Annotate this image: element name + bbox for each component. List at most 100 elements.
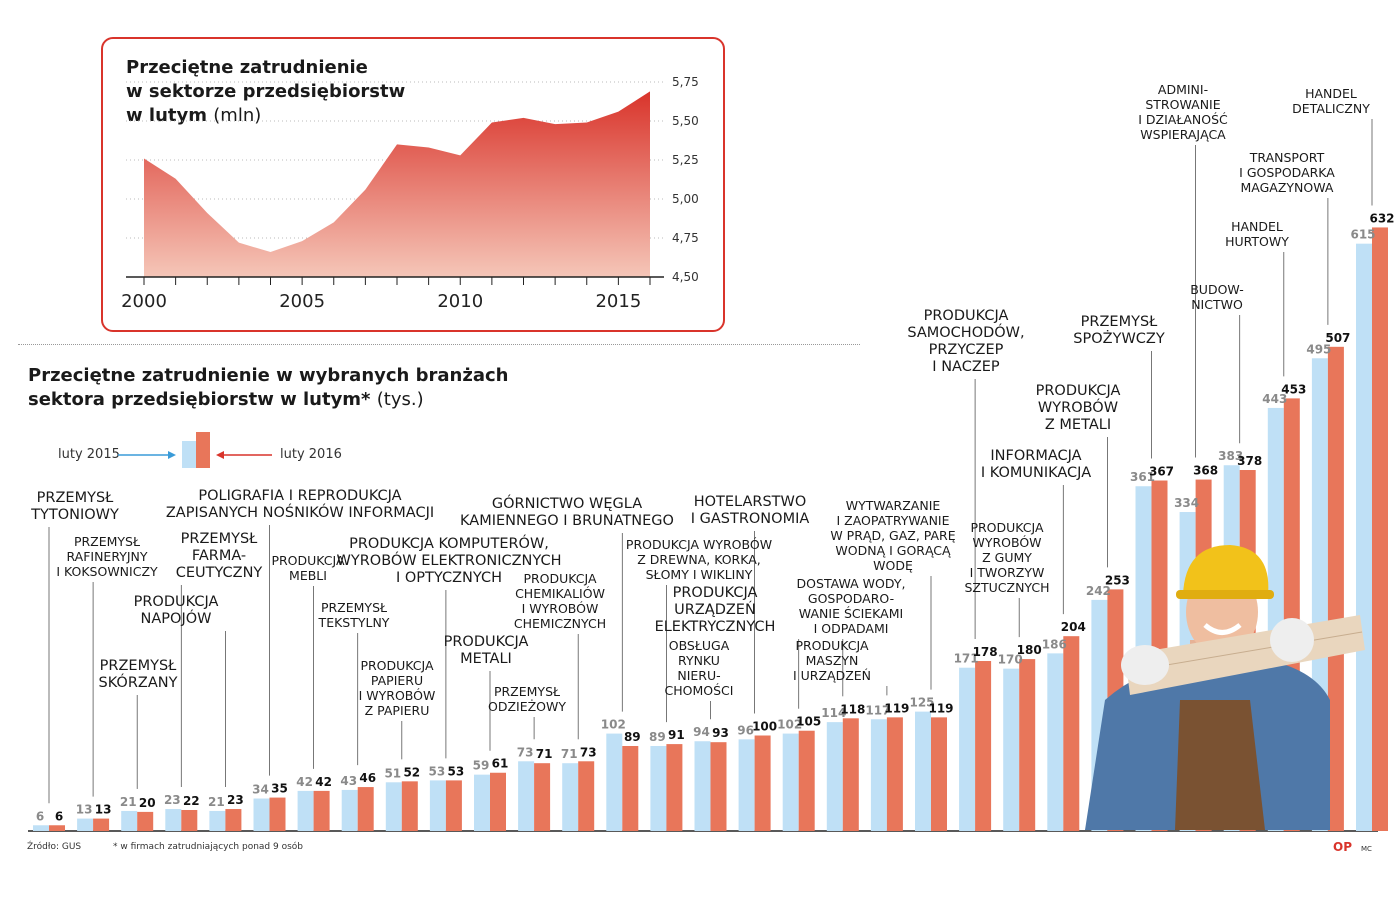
bar-2015 bbox=[915, 711, 931, 831]
bar-2016 bbox=[49, 825, 65, 831]
bar-2015 bbox=[518, 761, 535, 831]
data-label-2015: 53 bbox=[429, 764, 446, 778]
bar-2015 bbox=[33, 825, 49, 831]
author-initials: MC bbox=[1361, 845, 1372, 853]
category-label-line: PAPIERU bbox=[370, 673, 424, 688]
bar-2016 bbox=[931, 717, 947, 831]
data-label-2016: 46 bbox=[359, 771, 376, 785]
data-label-2016: 22 bbox=[183, 794, 200, 808]
category-label: PRODUKCJA PAPIERU I WYROBÓW Z PAPIERU bbox=[359, 658, 436, 718]
category-label: PRODUKCJA SAMOCHODÓW, PRZYCZEP I NACZEP bbox=[907, 308, 1024, 376]
category-label-line: PRODUKCJA KOMPUTERÓW, bbox=[349, 536, 549, 552]
category-label-line: RYNKU bbox=[678, 653, 720, 668]
bar-2016 bbox=[313, 790, 330, 831]
bar-chart-title: Przeciętne zatrudnienie w wybranych bran… bbox=[28, 365, 509, 410]
category-label-line: SPOŻYWCZY bbox=[1073, 331, 1165, 347]
category-label: ADMINI- STROWANIE I DZIAŁANOŚĆ WSPIERAJĄCA bbox=[1138, 82, 1228, 142]
bar-2015 bbox=[474, 774, 490, 831]
category-label-line: I WYROBÓW bbox=[521, 601, 599, 616]
category-label-line: WYROBÓW bbox=[972, 535, 1042, 550]
category-label: PRODUKCJA CHEMIKALIÓW I WYROBÓW CHEMICZNYCH bbox=[514, 571, 606, 631]
data-label-2016: 453 bbox=[1281, 382, 1306, 396]
category-label-line: I TWORZYW bbox=[969, 565, 1045, 580]
category-label-line: I NACZEP bbox=[932, 359, 1000, 375]
hard-hat-icon bbox=[1183, 545, 1269, 595]
bar-2015 bbox=[694, 741, 711, 831]
data-label-2015: 42 bbox=[296, 775, 313, 789]
bar-2016 bbox=[445, 780, 462, 831]
x-tick-label: 2015 bbox=[595, 291, 641, 312]
category-label-line: I WYROBÓW bbox=[358, 688, 436, 703]
category-label-line: GOSPODARO- bbox=[807, 591, 895, 606]
y-tick-label: 4,50 bbox=[672, 270, 699, 284]
data-label-2015: 13 bbox=[76, 803, 93, 817]
category-label: TRANSPORT I GOSPODARKA MAGAZYNOWA bbox=[1239, 150, 1335, 195]
data-label-2016: 61 bbox=[492, 757, 509, 771]
category-label: PRODUKCJA NAPOJÓW bbox=[134, 594, 219, 628]
data-label-2016: 89 bbox=[624, 730, 641, 744]
category-label-line: TYTONIOWY bbox=[31, 507, 119, 523]
data-label-2016: 42 bbox=[315, 775, 332, 789]
bar-2015 bbox=[606, 733, 623, 831]
category-label-line: WANIE ŚCIEKAMI bbox=[798, 606, 904, 621]
category-label: BUDOW- NICTWO bbox=[1190, 282, 1244, 312]
category-label: PRZEMYSŁ TEKSTYLNY bbox=[319, 600, 390, 630]
bar-2015 bbox=[253, 798, 270, 831]
data-label-2016: 204 bbox=[1061, 620, 1086, 634]
category-label: INFORMACJA I KOMUNIKACJA bbox=[981, 448, 1091, 482]
bar-2015 bbox=[385, 782, 402, 831]
data-label-2015: 73 bbox=[517, 745, 534, 759]
category-label-line: CEUTYCZNY bbox=[175, 565, 263, 581]
bar-2015 bbox=[429, 780, 446, 831]
category-label-line: SZTUCZNYCH bbox=[964, 580, 1050, 595]
data-label-2015: 383 bbox=[1218, 449, 1243, 463]
data-label-2015: 21 bbox=[208, 795, 225, 809]
data-label-2016: 180 bbox=[1017, 643, 1042, 657]
data-label-2015: 43 bbox=[340, 774, 357, 788]
data-label-2016: 73 bbox=[580, 745, 597, 759]
bar-2016 bbox=[886, 717, 903, 831]
category-label-line: TRANSPORT bbox=[1249, 150, 1325, 165]
category-label-line: I URZĄDZEŃ bbox=[792, 668, 872, 683]
category-label-line: ADMINI- bbox=[1157, 82, 1209, 97]
category-label-line: WSPIERAJĄCA bbox=[1140, 127, 1226, 142]
category-label-line: Z METALI bbox=[1044, 417, 1112, 433]
category-label-line: I KOKSOWNICZY bbox=[56, 564, 158, 579]
data-label-2016: 367 bbox=[1149, 465, 1174, 479]
category-label-line: MEBLI bbox=[289, 568, 327, 583]
category-label-line: KAMIENNEGO I BRUNATNEGO bbox=[460, 513, 674, 529]
category-label-line: PRODUKCJA bbox=[795, 638, 869, 653]
legend-arrowhead-2015 bbox=[168, 451, 176, 459]
data-label-2016: 23 bbox=[227, 793, 244, 807]
hard-hat-brim bbox=[1176, 590, 1274, 599]
category-label-line: POLIGRAFIA I REPRODUKCJA bbox=[198, 488, 402, 504]
category-label-line: PRODUKCJA bbox=[360, 658, 434, 673]
data-label-2016: 13 bbox=[95, 803, 112, 817]
data-label-2015: 6 bbox=[36, 809, 44, 823]
category-label: PRODUKCJA WYROBÓW Z GUMY I TWORZYW SZTUCZNYC… bbox=[964, 520, 1049, 595]
bar-2016 bbox=[975, 661, 992, 831]
category-label: PRODUKCJA METALI bbox=[444, 634, 529, 668]
data-label-2015: 171 bbox=[954, 652, 979, 666]
category-label-line: WYROBÓW ELEKTRONICZNYCH bbox=[336, 553, 562, 569]
category-label-line: SKÓRZANY bbox=[98, 675, 178, 691]
category-label-line: DOSTAWA WODY, bbox=[796, 576, 906, 591]
category-label: HOTELARSTWO I GASTRONOMIA bbox=[691, 494, 810, 528]
data-label-2016: 53 bbox=[448, 764, 465, 778]
x-tick-label: 2010 bbox=[437, 291, 483, 312]
category-label: GÓRNICTWO WĘGLA KAMIENNEGO I BRUNATNEGO bbox=[460, 496, 674, 530]
bar-2016 bbox=[578, 761, 595, 831]
bar-2016 bbox=[1063, 636, 1080, 831]
category-label-line: HANDEL bbox=[1231, 219, 1283, 234]
data-label-2015: 59 bbox=[473, 759, 490, 773]
category-label: HANDEL HURTOWY bbox=[1225, 219, 1289, 249]
bar-2015 bbox=[562, 763, 579, 831]
bar-2016 bbox=[754, 735, 771, 831]
category-label-line: PRODUKCJA bbox=[672, 585, 758, 601]
footnote: * w firmach zatrudniających ponad 9 osób bbox=[113, 842, 304, 852]
data-label-2016: 378 bbox=[1237, 454, 1262, 468]
category-label-line: HOTELARSTWO bbox=[693, 494, 807, 510]
legend-2015-label: luty 2015 bbox=[58, 447, 120, 462]
category-label-line: BUDOW- bbox=[1190, 282, 1244, 297]
bar-2015 bbox=[341, 789, 358, 831]
